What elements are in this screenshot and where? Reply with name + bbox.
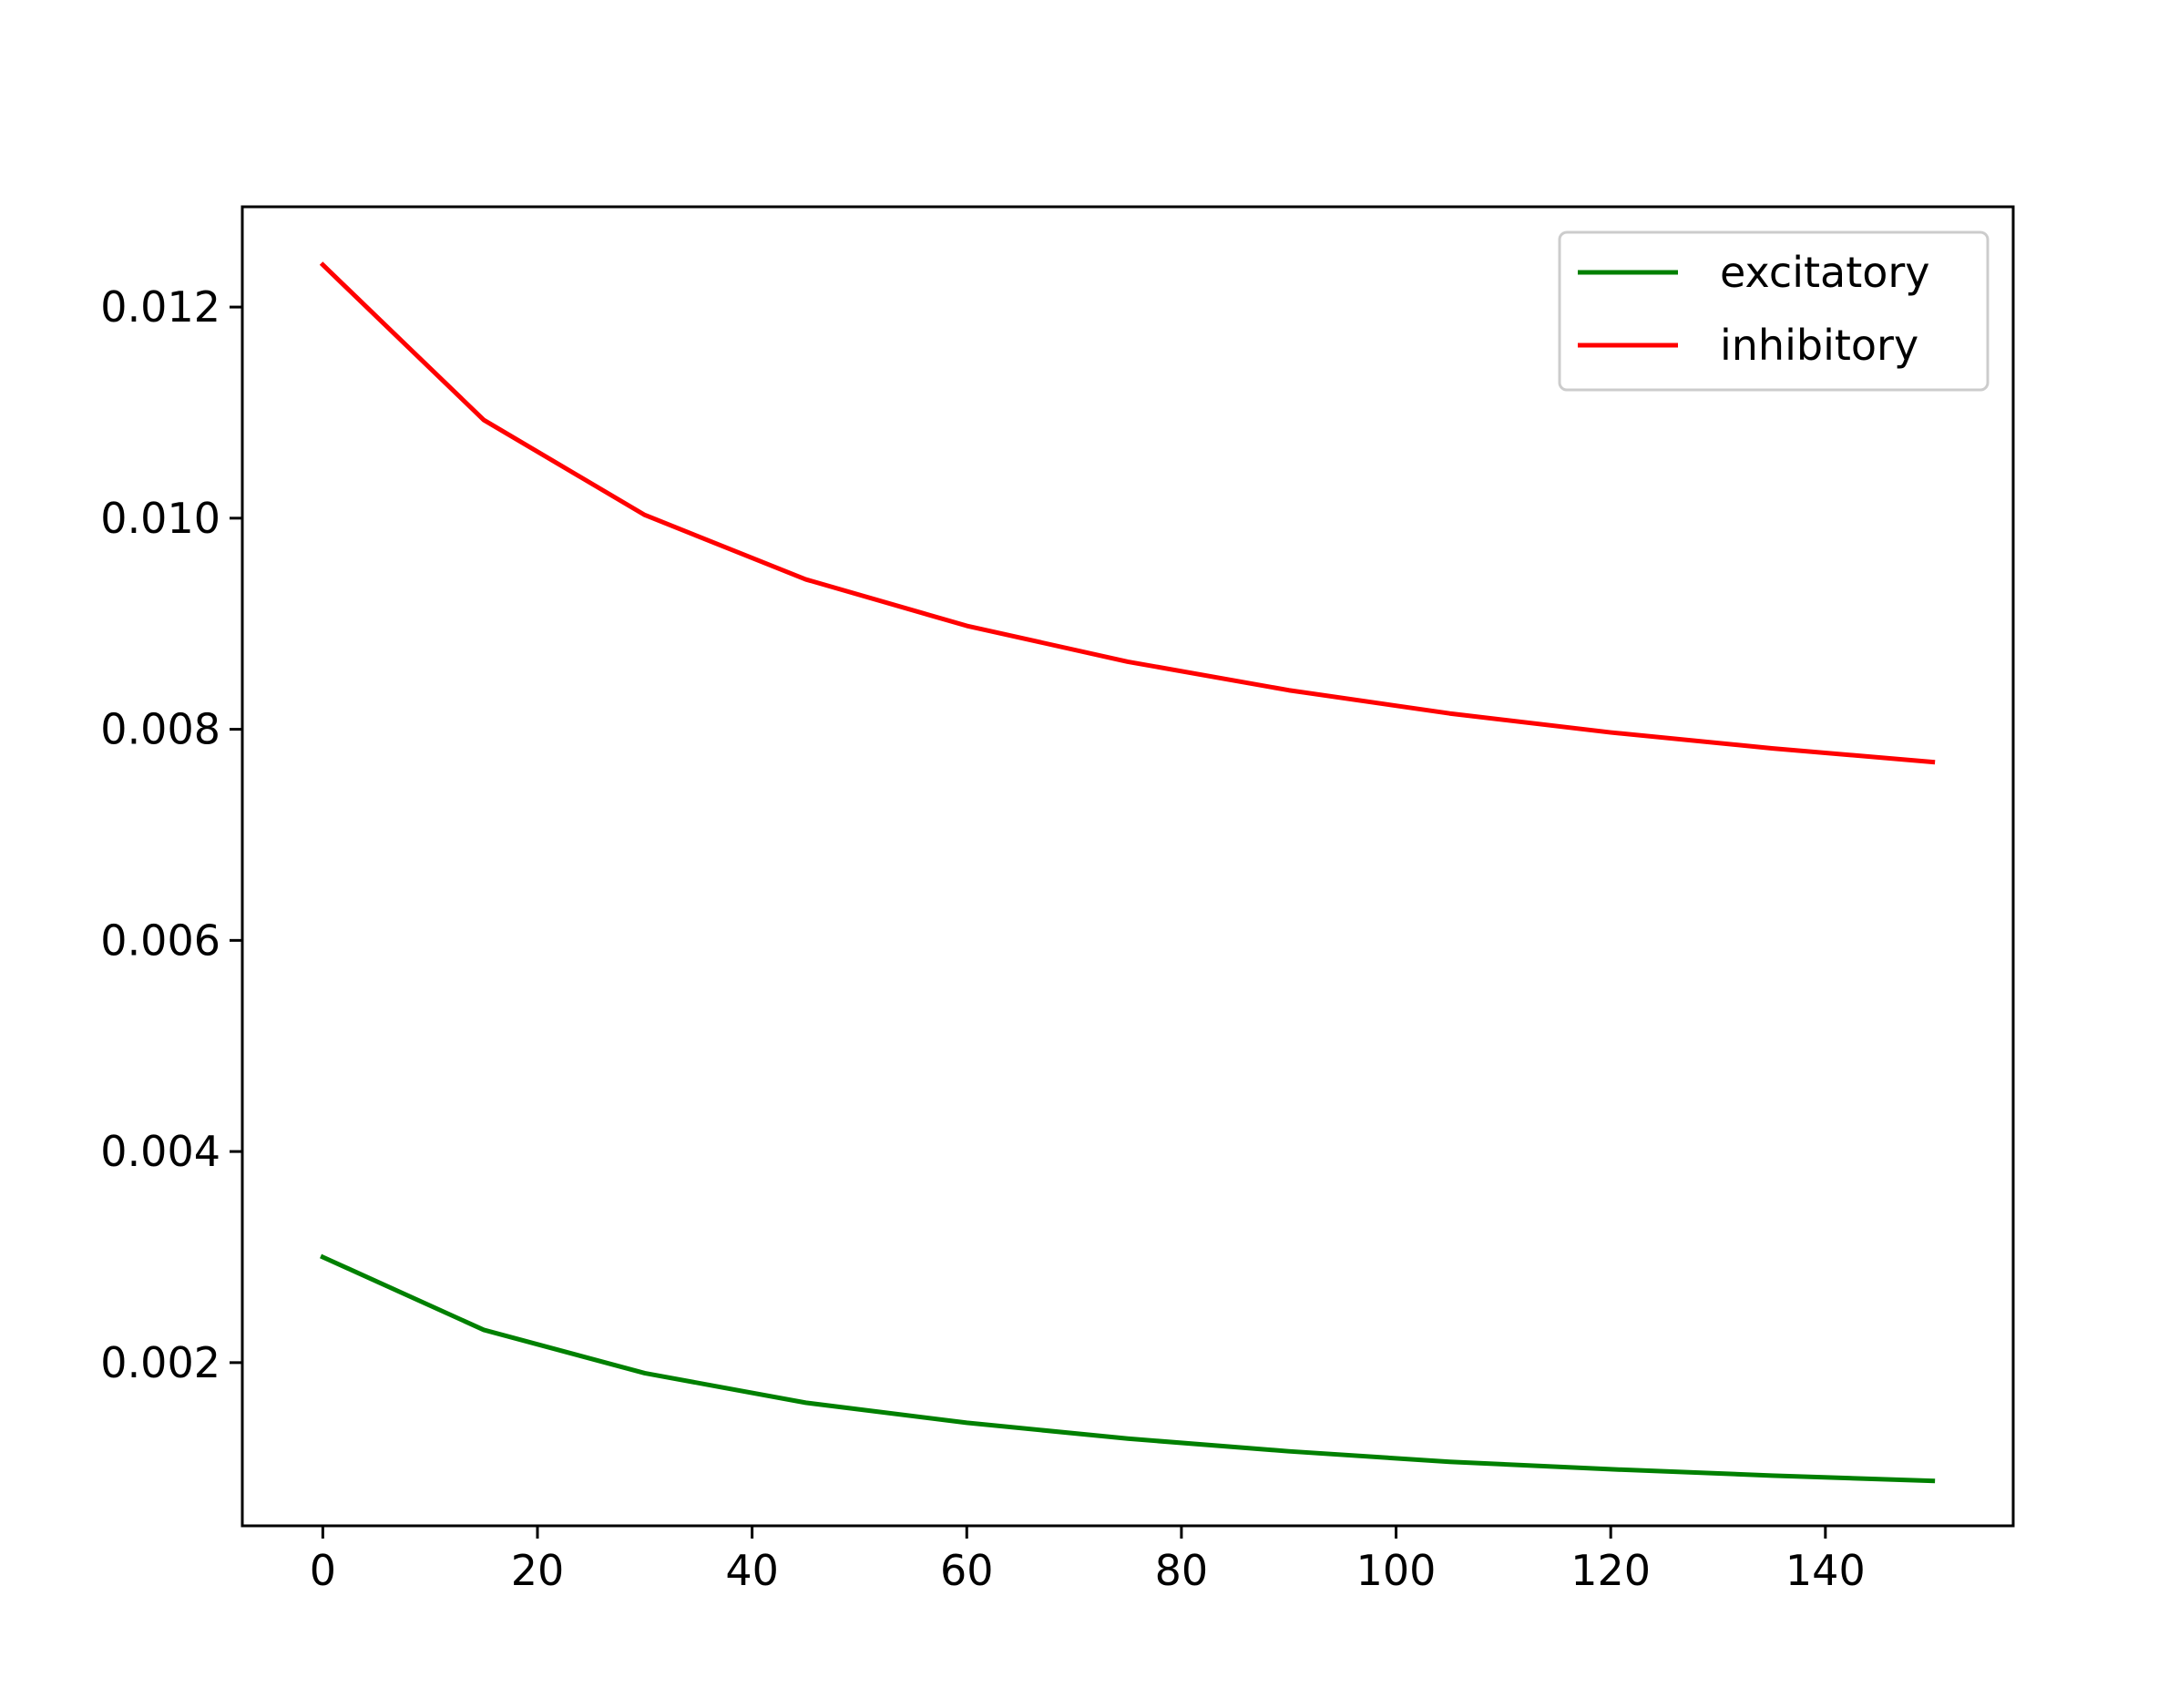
legend: excitatory inhibitory <box>1558 230 1990 392</box>
x-tick-label: 120 <box>1570 1546 1651 1595</box>
x-tick-label: 60 <box>940 1546 994 1595</box>
y-tick-label: 0.002 <box>100 1338 220 1387</box>
series-line-inhibitory <box>319 261 1936 765</box>
axes-frame <box>240 205 2015 1528</box>
series-line-excitatory <box>320 1253 1936 1484</box>
y-tick-label: 0.008 <box>100 705 220 754</box>
x-tick-label: 100 <box>1356 1546 1437 1595</box>
y-tick-label: 0.004 <box>100 1127 220 1176</box>
y-tick-label: 0.010 <box>100 494 220 543</box>
x-tick-label: 40 <box>725 1546 779 1595</box>
x-tick-label: 20 <box>511 1546 565 1595</box>
legend-label-inhibitory: inhibitory <box>1720 321 1918 370</box>
x-tick-label: 0 <box>310 1546 336 1595</box>
x-tick-label: 80 <box>1155 1546 1209 1595</box>
x-tick-label: 140 <box>1785 1546 1866 1595</box>
series-lines <box>319 261 1936 1484</box>
legend-label-excitatory: excitatory <box>1720 248 1930 297</box>
y-tick-label: 0.006 <box>100 915 220 965</box>
plot-area <box>242 207 2013 1526</box>
y-tick-label: 0.012 <box>100 282 220 332</box>
x-axis: 0 20 40 60 80 100 120 140 <box>310 1526 1866 1595</box>
y-axis: 0.002 0.004 0.006 0.008 0.010 0.012 <box>100 282 242 1387</box>
